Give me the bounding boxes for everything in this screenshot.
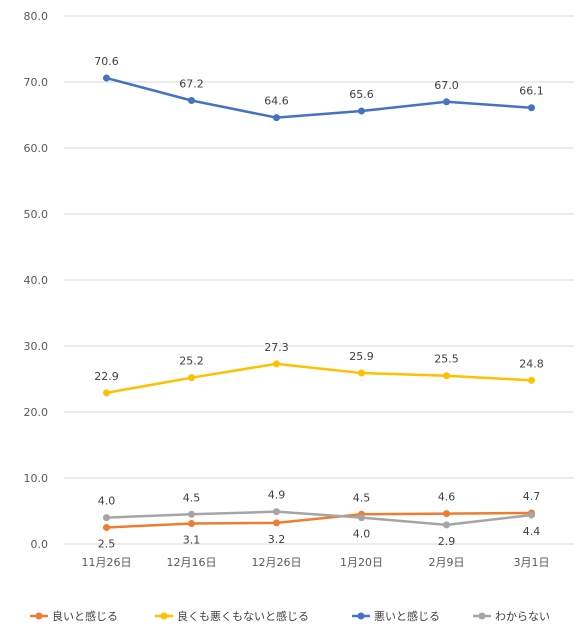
data-label: 65.6 xyxy=(349,88,374,101)
data-point xyxy=(188,510,195,518)
x-tick-label: 12月16日 xyxy=(167,556,217,569)
data-label: 4.5 xyxy=(183,491,201,504)
data-point xyxy=(358,369,365,377)
legend-label: 悪いと感じる xyxy=(374,610,440,623)
data-point xyxy=(528,511,535,519)
legend-swatch-marker xyxy=(357,612,365,620)
data-point xyxy=(273,114,280,122)
data-label: 4.0 xyxy=(353,528,371,541)
data-point xyxy=(188,520,195,528)
legend-label: 良いと感じる xyxy=(52,609,118,623)
series-line xyxy=(105,510,533,527)
data-point xyxy=(443,98,450,106)
legend-swatch-marker xyxy=(35,612,43,620)
data-label: 4.6 xyxy=(438,491,456,504)
x-tick-label: 3月1日 xyxy=(514,556,550,569)
x-tick-label: 11月26日 xyxy=(82,556,132,569)
data-point xyxy=(443,521,450,529)
x-tick-label: 1月20日 xyxy=(340,556,383,569)
data-point xyxy=(103,514,110,522)
legend-label: わからない xyxy=(495,610,550,623)
data-label: 25.5 xyxy=(434,353,459,366)
data-label: 3.1 xyxy=(183,534,201,547)
data-label: 4.4 xyxy=(523,525,541,538)
y-tick-label: 20.0 xyxy=(24,406,49,419)
gridlines xyxy=(64,15,574,545)
data-point xyxy=(528,376,535,384)
data-label: 27.3 xyxy=(264,341,289,354)
series-line xyxy=(105,362,533,395)
data-label: 24.8 xyxy=(519,357,544,370)
data-point xyxy=(528,104,535,112)
y-tick-label: 40.0 xyxy=(24,274,49,287)
y-tick-label: 50.0 xyxy=(24,208,49,221)
data-point xyxy=(103,524,110,531)
data-point xyxy=(188,374,195,382)
data-point xyxy=(443,510,450,518)
data-label: 4.7 xyxy=(523,490,541,503)
legend: 良いと感じる 良くも悪くもないと感じる 悪いと感じる わからない xyxy=(30,609,550,623)
series-lines xyxy=(103,74,535,531)
data-label: 2.9 xyxy=(438,535,456,548)
legend-swatch-marker xyxy=(160,612,168,620)
y-tick-label: 10.0 xyxy=(24,472,49,485)
y-tick-label: 60.0 xyxy=(24,142,49,155)
y-tick-label: 80.0 xyxy=(24,10,49,23)
legend-label: 良くも悪くもないと感じる xyxy=(177,609,309,623)
data-point xyxy=(188,96,195,104)
data-label: 2.5 xyxy=(98,538,116,551)
data-point xyxy=(103,389,110,397)
x-tick-label: 2月9日 xyxy=(429,556,465,569)
data-point xyxy=(273,519,280,527)
series-line xyxy=(105,511,533,529)
y-tick-label: 30.0 xyxy=(24,340,49,353)
data-label: 22.9 xyxy=(94,370,119,383)
x-tick-label: 12月26日 xyxy=(252,556,302,569)
y-tick-label: 70.0 xyxy=(24,76,49,89)
data-label: 67.0 xyxy=(434,79,459,92)
data-label: 70.6 xyxy=(94,55,119,68)
x-axis: 11月26日 12月16日 12月26日 1月20日 2月9日 3月1日 xyxy=(82,556,550,569)
data-labels: 2.5 3.1 3.2 4.5 4.6 4.7 22.9 25.2 27.3 25.9 25.5 24… xyxy=(94,55,544,550)
data-label: 3.2 xyxy=(268,533,286,546)
legend-swatch-marker xyxy=(478,612,486,620)
data-label: 25.9 xyxy=(349,350,374,363)
data-point xyxy=(273,508,280,516)
data-label: 4.0 xyxy=(98,495,116,508)
data-label: 25.2 xyxy=(179,355,204,368)
series-line xyxy=(105,76,533,119)
data-point xyxy=(358,107,365,115)
data-label: 64.6 xyxy=(264,95,289,108)
y-axis: 0.0 10.0 20.0 30.0 40.0 50.0 60.0 70.0 80.0 xyxy=(24,10,49,551)
y-tick-label: 0.0 xyxy=(31,538,49,551)
data-label: 66.1 xyxy=(519,85,544,98)
data-label: 67.2 xyxy=(179,77,204,90)
data-label: 4.9 xyxy=(268,489,286,502)
data-label: 4.5 xyxy=(353,491,371,504)
data-point xyxy=(443,372,450,380)
data-point xyxy=(273,360,280,368)
data-point xyxy=(103,74,110,82)
data-point xyxy=(358,514,365,522)
